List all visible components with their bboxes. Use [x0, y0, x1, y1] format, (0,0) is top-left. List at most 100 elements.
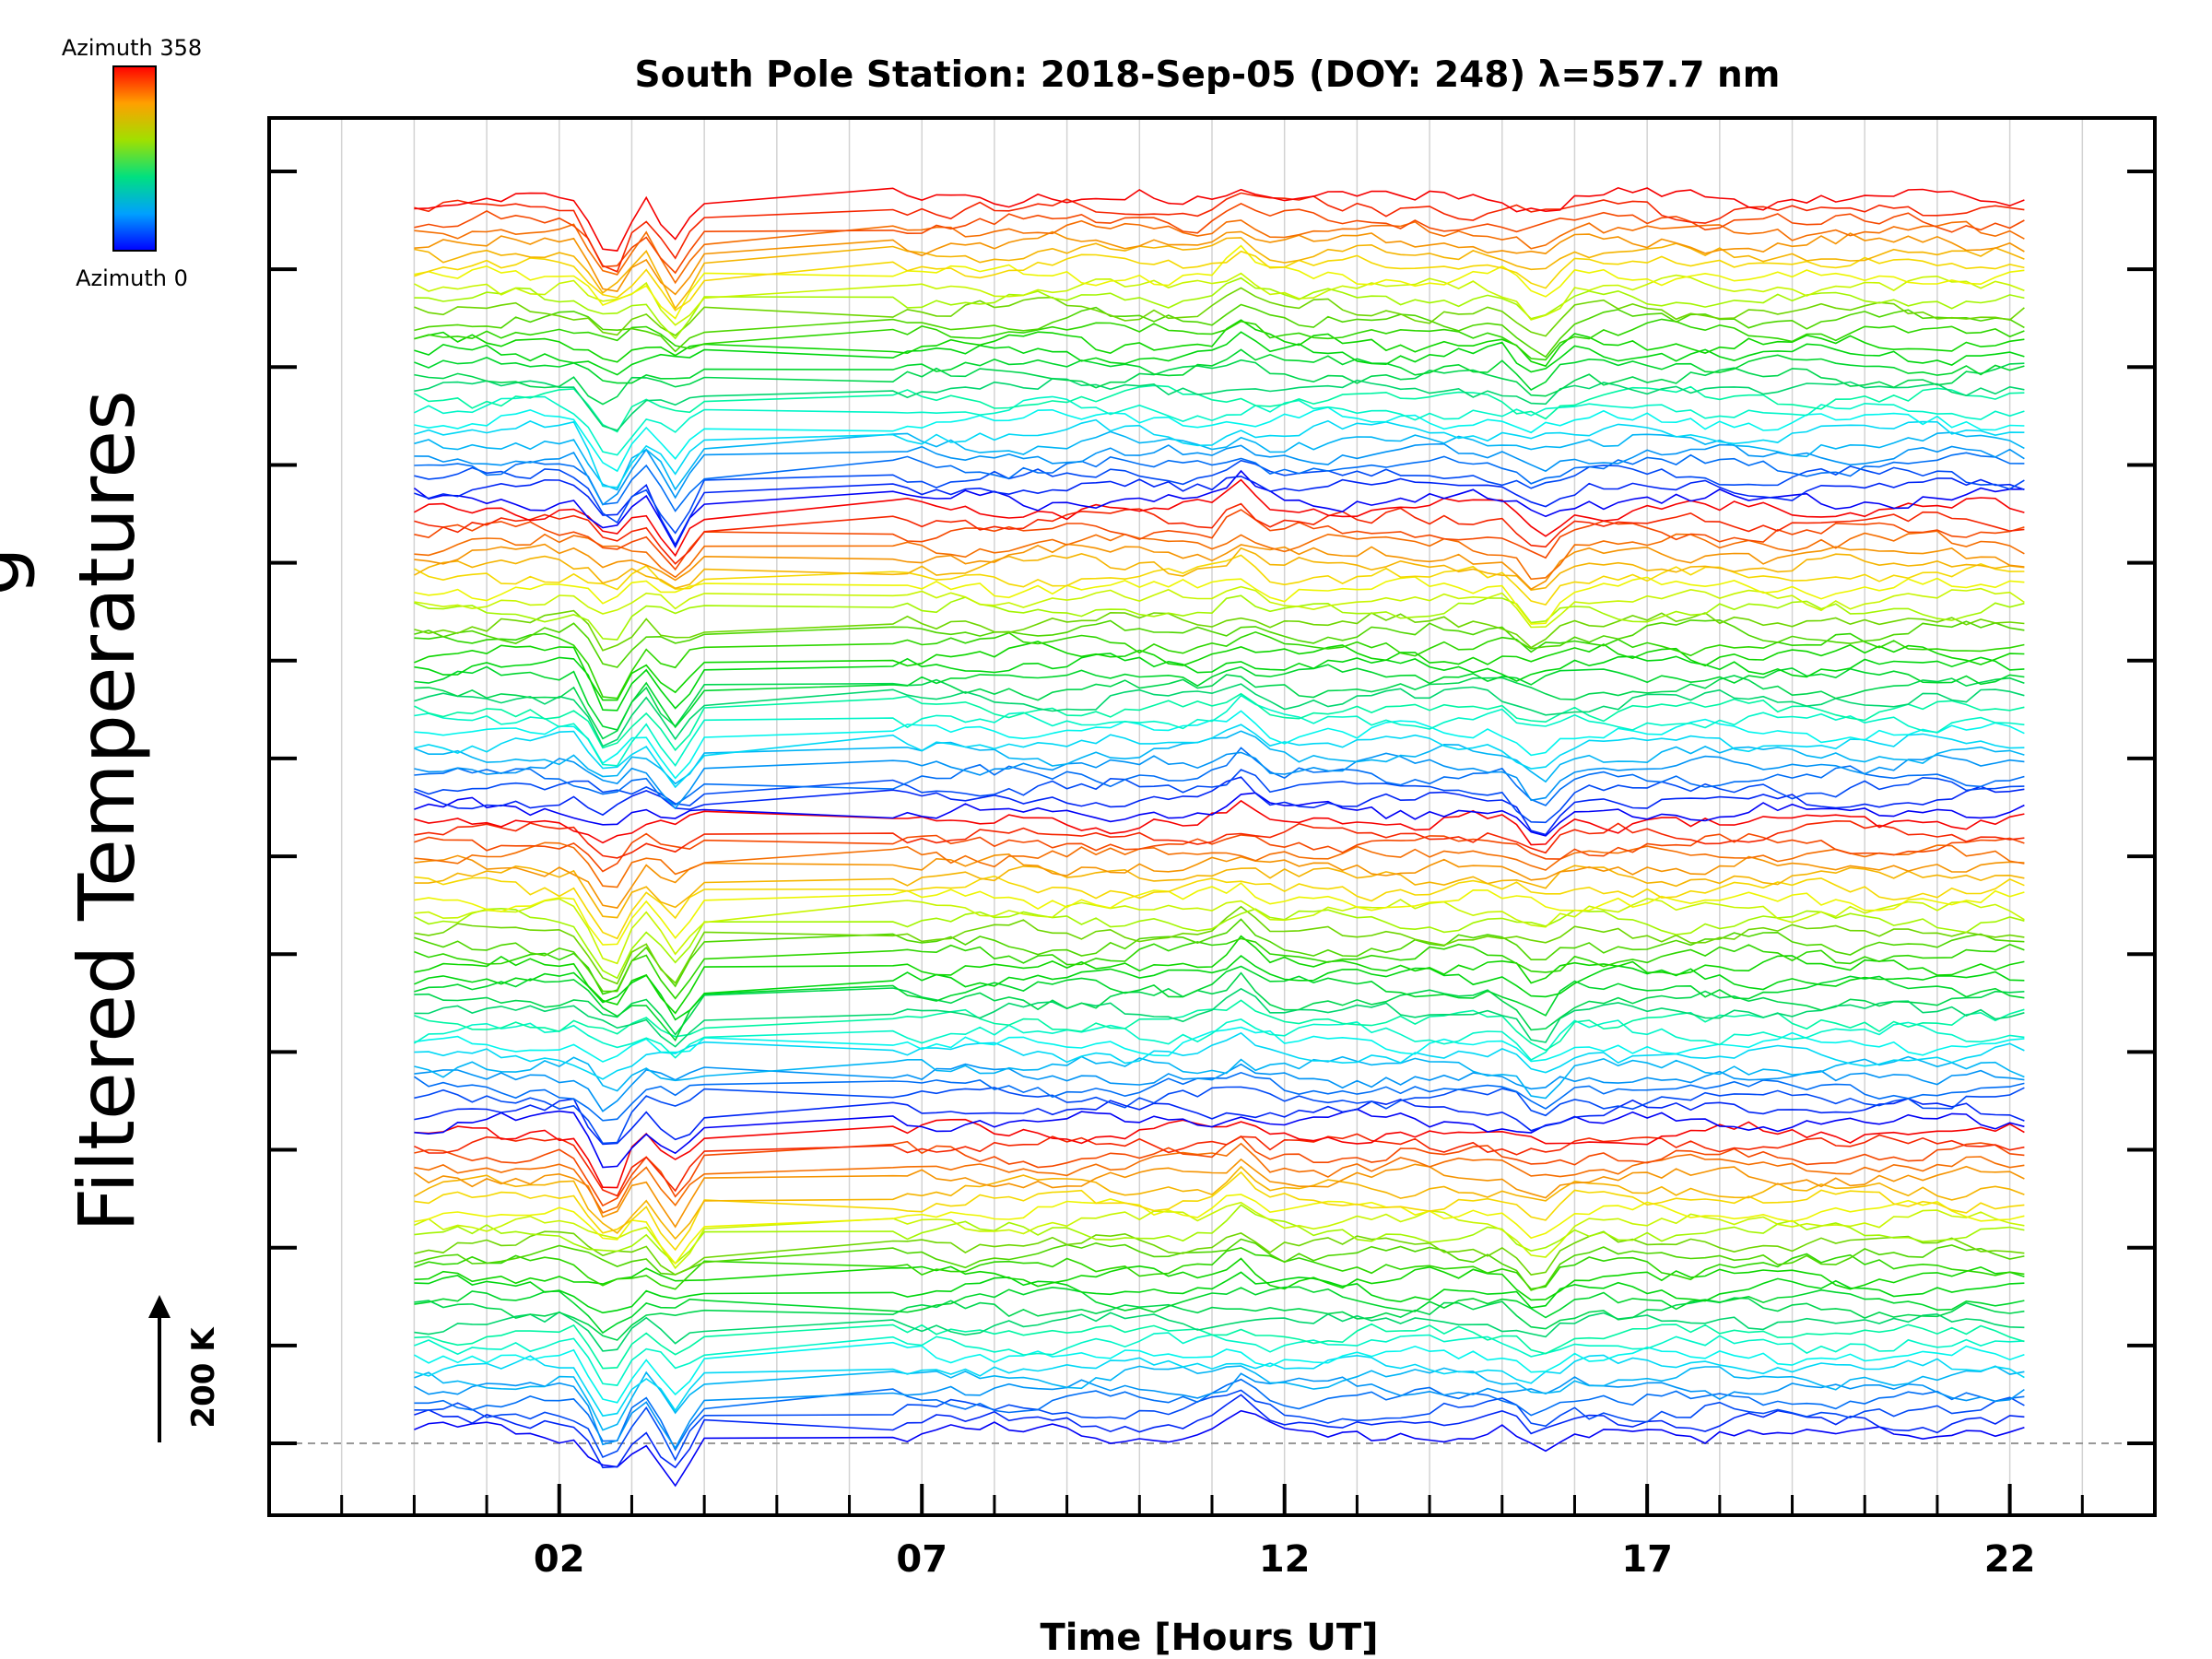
- x-ticks: 02 07 12 17 22: [340, 1484, 2084, 1581]
- scale-bar-label: 200 K: [185, 1326, 222, 1429]
- trace-line: [414, 769, 2025, 824]
- trace-line: [414, 1372, 2025, 1450]
- trace-line: [414, 1378, 2025, 1452]
- trace-line: [414, 776, 2025, 836]
- trace-line: [414, 1230, 2025, 1276]
- trace-line: [414, 875, 2025, 940]
- chart-title: South Pole Station: 2018-Sep-05 (DOY: 24…: [635, 54, 1781, 96]
- trace-line: [414, 237, 2025, 311]
- trace-line: [414, 935, 2025, 1015]
- trace-line: [413, 1018, 2025, 1062]
- trace-line: [414, 319, 2025, 368]
- trace-line: [414, 898, 2025, 965]
- trace-line: [414, 1086, 2025, 1145]
- trace-line: [414, 1389, 2025, 1462]
- y-axis-label-partial: g: [0, 547, 37, 595]
- trace-line: [414, 1118, 2025, 1189]
- trace-line: [414, 1133, 2025, 1197]
- trace-line: [414, 1311, 2025, 1352]
- trace-line: [414, 792, 2025, 837]
- trace-line: [414, 1297, 2025, 1341]
- trace-line: [414, 674, 2025, 740]
- trace-line: [414, 1142, 2025, 1214]
- trace-line: [414, 653, 2025, 712]
- trace-line: [414, 359, 2025, 406]
- trace-line: [414, 1135, 2025, 1207]
- trace-line: [414, 192, 2025, 273]
- trace-line: [414, 710, 2025, 780]
- trace-line: [414, 287, 2025, 337]
- trace-line: [414, 1031, 2025, 1080]
- trace-line: [414, 1286, 2025, 1335]
- trace-line: [414, 905, 2025, 985]
- trace-line: [414, 683, 2025, 747]
- trace-line: [414, 377, 2025, 431]
- trace-line: [414, 1323, 2025, 1370]
- trace-line: [414, 853, 2025, 909]
- x-tick-label: 02: [534, 1538, 585, 1581]
- trace-line: [414, 1171, 2025, 1252]
- trace-line: [414, 478, 2025, 558]
- trace-line: [414, 348, 2025, 392]
- trace-line: [414, 1409, 2025, 1488]
- x-tick-label: 12: [1259, 1538, 1311, 1581]
- trace-line: [414, 618, 2025, 668]
- trace-line: [414, 1238, 2025, 1291]
- trace-line: [414, 244, 2025, 320]
- trace-line: [414, 987, 2025, 1048]
- trace-line: [414, 692, 2025, 752]
- traces: [413, 186, 2025, 1488]
- scale-bar: 200 K: [148, 1295, 222, 1442]
- trace-line: [414, 751, 2025, 810]
- trace-line: [414, 1257, 2025, 1301]
- trace-line: [414, 250, 2025, 312]
- trace-line: [414, 1394, 2025, 1469]
- trace-line: [413, 1158, 2025, 1229]
- y-ticks: [269, 170, 2155, 1445]
- trace-line: [414, 1108, 2025, 1169]
- trace-line: [414, 547, 2025, 591]
- trace-line: [414, 1063, 2025, 1112]
- trace-line: [414, 819, 2025, 859]
- trace-line: [414, 318, 2025, 361]
- colorbar-gradient: [112, 65, 157, 252]
- y-axis-label: Filtered Temperatures: [62, 390, 152, 1232]
- trace-line: [414, 1201, 2025, 1270]
- trace-line: [414, 724, 2025, 789]
- trace-line: [414, 452, 2025, 512]
- trace-line: [414, 543, 2025, 591]
- trace-line: [414, 418, 2025, 488]
- trace-line: [414, 865, 2025, 919]
- trace-line: [414, 509, 2025, 571]
- trace-line: [414, 1271, 2025, 1314]
- x-axis-label: Time [Hours UT]: [1041, 1617, 1379, 1659]
- trace-line: [414, 832, 2025, 873]
- trace-line: [413, 1071, 2025, 1122]
- trace-line: [414, 502, 2025, 565]
- trace-line: [414, 585, 2025, 629]
- x-tick-label: 22: [1984, 1538, 2036, 1581]
- trace-line: [414, 384, 2025, 433]
- trace-line: [414, 230, 2025, 296]
- trace-line: [414, 1204, 2025, 1265]
- trace-line: [414, 999, 2025, 1052]
- trace-line: [414, 186, 2025, 252]
- trace-line: [414, 730, 2025, 785]
- trace-line: [414, 430, 2025, 491]
- trace-line: [414, 594, 2025, 641]
- trace-line: [414, 576, 2025, 625]
- trace-line: [414, 1026, 2025, 1063]
- trace-line: [414, 459, 2025, 535]
- trace-line: [414, 276, 2025, 340]
- trace-line: [413, 469, 2025, 549]
- trace-line: [414, 203, 2025, 275]
- colorbar: Azimuth 358 Azimuth 0: [62, 35, 202, 291]
- scale-bar-arrowhead: [148, 1295, 171, 1318]
- colorbar-top-label: Azimuth 358: [62, 35, 202, 61]
- x-tick-label: 07: [896, 1538, 947, 1581]
- trace-line: [414, 841, 2025, 888]
- trace-line: [414, 395, 2025, 456]
- trace-line: [414, 331, 2025, 376]
- trace-line: [414, 799, 2025, 846]
- trace-line: [414, 937, 2025, 1000]
